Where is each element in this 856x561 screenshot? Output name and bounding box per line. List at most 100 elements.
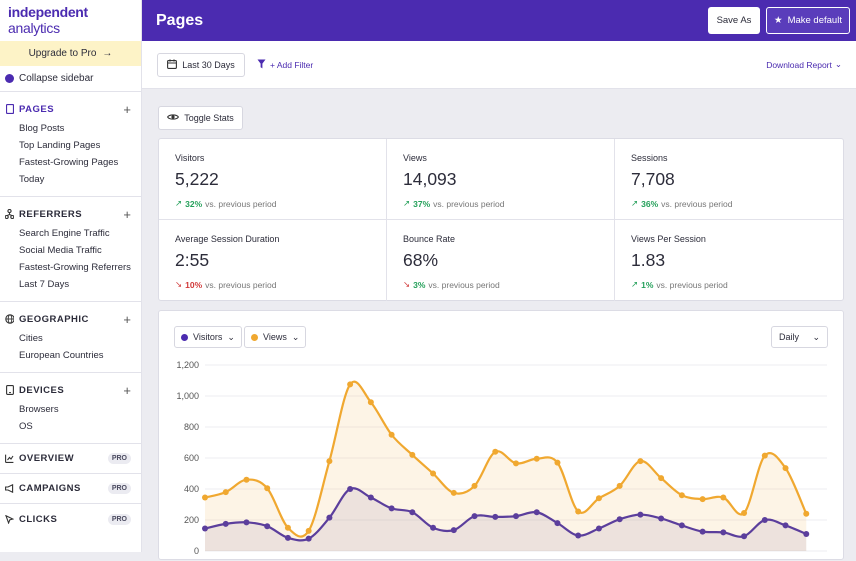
add-report-icon[interactable]: +: [123, 382, 131, 398]
sidebar-item-os[interactable]: OS: [19, 421, 33, 432]
sidebar-section-campaigns[interactable]: CAMPAIGNS PRO: [0, 474, 141, 504]
views-point: [678, 492, 685, 499]
views-point: [533, 455, 540, 462]
add-filter-button[interactable]: + Add Filter: [257, 59, 313, 71]
y-tick-label: 0: [194, 546, 199, 556]
sidebar-section-clicks[interactable]: CLICKS PRO: [0, 504, 141, 534]
sidebar-item-last-7-days[interactable]: Last 7 Days: [19, 279, 70, 290]
date-range-button[interactable]: Last 30 Days: [157, 52, 245, 77]
change-suffix: vs. previous period: [656, 279, 728, 290]
megaphone-icon: [5, 484, 14, 493]
sidebar-section-header-pages[interactable]: PAGES +: [0, 98, 141, 120]
change-percent: 32%: [185, 198, 203, 209]
visitors-point: [367, 494, 374, 501]
area-chart: 1,200 1,000 800 600 400 200 0: [176, 360, 827, 556]
network-icon: [5, 209, 14, 219]
change-suffix: vs. previous period: [433, 198, 505, 209]
add-report-icon[interactable]: +: [123, 101, 131, 117]
stat-value: 68%: [403, 250, 439, 270]
add-report-icon[interactable]: +: [123, 206, 131, 222]
stat-label: Average Session Duration: [175, 234, 280, 244]
upgrade-to-pro-button[interactable]: Upgrade to Pro →: [0, 41, 141, 66]
visitors-point: [554, 520, 561, 527]
sidebar-item-fastest-growing-pages[interactable]: Fastest-Growing Pages: [19, 157, 119, 168]
sidebar-section-header-referrers[interactable]: REFERRERS +: [0, 203, 141, 225]
pro-badge: PRO: [107, 513, 131, 525]
sidebar-item-fastest-growing-referrers[interactable]: Fastest-Growing Referrers: [19, 262, 131, 273]
cursor-icon: [5, 514, 14, 524]
visitors-point: [284, 534, 291, 541]
sidebar-item-blog-posts[interactable]: Blog Posts: [19, 123, 65, 134]
collapse-sidebar-button[interactable]: Collapse sidebar: [0, 66, 141, 92]
stat-change: ↗ 37% vs. previous period: [403, 198, 614, 209]
page-title: Pages: [156, 11, 204, 29]
sidebar-item-search-engine-traffic[interactable]: Search Engine Traffic: [19, 228, 110, 239]
visitors-point: [492, 513, 499, 520]
change-percent: 1%: [641, 279, 654, 290]
sidebar-section-overview[interactable]: OVERVIEW PRO: [0, 444, 141, 474]
download-report-button[interactable]: Download Report ⌄: [766, 59, 842, 70]
date-range-label: Last 30 Days: [182, 59, 235, 70]
visitors-point: [678, 522, 685, 529]
y-tick-label: 600: [184, 453, 199, 463]
series1-label: Visitors: [193, 332, 223, 342]
change-suffix: vs. previous period: [205, 279, 277, 290]
sidebar-item-european-countries[interactable]: European Countries: [19, 350, 104, 361]
series-views-select[interactable]: Views ⌄: [244, 326, 307, 348]
collapse-label: Collapse sidebar: [19, 73, 94, 84]
arrow-down-icon: ↘: [403, 279, 411, 289]
views-point: [409, 451, 416, 458]
sidebar-section-header-geographic[interactable]: GEOGRAPHIC +: [0, 308, 141, 330]
sidebar-section-header-devices[interactable]: DEVICES +: [0, 379, 141, 401]
interval-select[interactable]: Daily ⌄: [771, 326, 828, 348]
stat-card-bounce-rate: Bounce Rate 68% ↘ 3% vs. previous period: [387, 220, 615, 301]
stat-card-visitors: Visitors 5,222 ↗ 32% vs. previous period: [159, 139, 387, 220]
section-title: CAMPAIGNS: [19, 483, 81, 494]
views-point: [761, 452, 768, 459]
sidebar: independent analytics Upgrade to Pro → C…: [0, 0, 142, 552]
sidebar-item-browsers[interactable]: Browsers: [19, 404, 59, 415]
section-title: CLICKS: [19, 513, 58, 525]
arrow-up-icon: ↗: [631, 198, 639, 208]
sidebar-section-geographic: GEOGRAPHIC + Cities European Countries: [0, 302, 141, 373]
visitors-point: [471, 513, 478, 520]
views-point: [222, 489, 229, 496]
sidebar-item-cities[interactable]: Cities: [19, 333, 43, 344]
visitors-point: [305, 535, 312, 542]
views-point: [741, 510, 748, 517]
visitors-point: [243, 519, 250, 526]
device-icon: [5, 385, 14, 395]
section-title: DEVICES: [19, 384, 65, 396]
chevron-down-icon: ⌄: [812, 331, 820, 342]
stat-change: ↗ 1% vs. previous period: [631, 279, 843, 290]
download-report-label: Download Report: [766, 59, 832, 70]
views-point: [803, 510, 810, 517]
brand-name-bold: independent: [8, 4, 88, 20]
visitors-point: [761, 517, 768, 523]
toggle-stats-button[interactable]: Toggle Stats: [158, 106, 243, 130]
sidebar-item-today[interactable]: Today: [19, 174, 45, 185]
toggle-stats-label: Toggle Stats: [184, 113, 234, 123]
chart-card: Visitors ⌄ Views ⌄ Daily ⌄ 1,200 1,000 800…: [158, 310, 844, 560]
make-default-button[interactable]: ★ Make default: [766, 7, 850, 34]
series-visitors-select[interactable]: Visitors ⌄: [174, 326, 242, 348]
views-point: [471, 482, 478, 489]
views-point: [699, 496, 706, 503]
visitors-point: [450, 527, 457, 534]
brand-logo[interactable]: independent analytics: [0, 0, 141, 40]
views-point: [595, 495, 602, 502]
section-title: PAGES: [19, 103, 55, 115]
sidebar-item-social-media-traffic[interactable]: Social Media Traffic: [19, 245, 102, 256]
pro-badge: PRO: [107, 453, 131, 464]
visitors-dot-icon: [181, 333, 188, 341]
pro-badge: PRO: [107, 483, 131, 494]
visitors-point: [575, 532, 582, 539]
chart-icon: [5, 454, 14, 463]
save-as-button[interactable]: Save As: [708, 7, 760, 34]
sidebar-item-top-landing-pages[interactable]: Top Landing Pages: [19, 140, 101, 151]
stat-label: Views: [403, 153, 427, 163]
visitors-point: [595, 525, 602, 532]
add-report-icon[interactable]: +: [123, 311, 131, 327]
stat-change: ↘ 3% vs. previous period: [403, 279, 614, 290]
views-point: [554, 459, 561, 466]
